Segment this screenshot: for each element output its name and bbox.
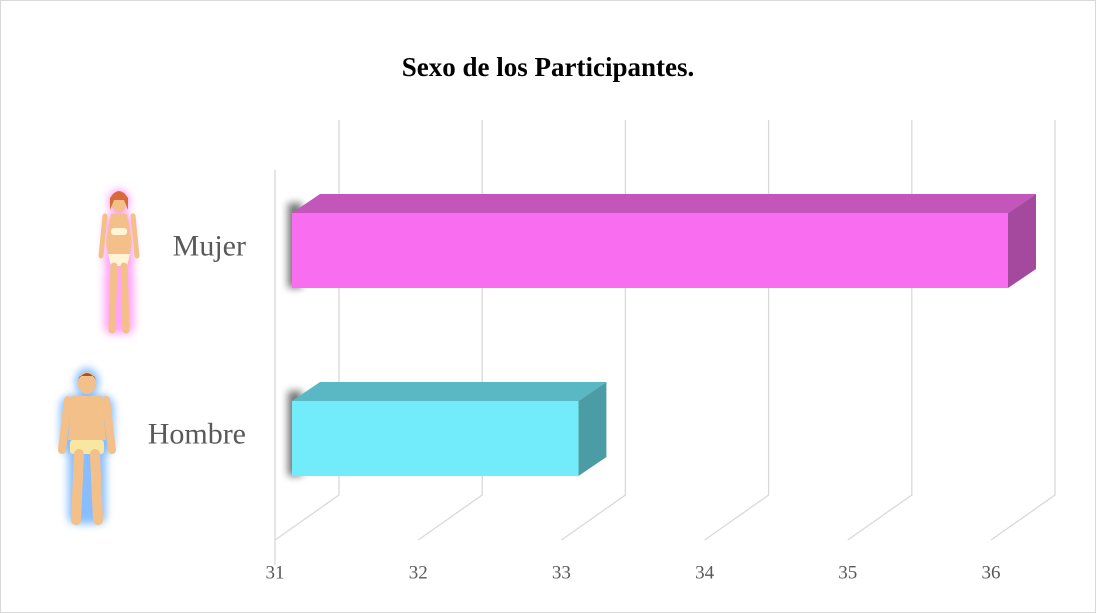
chart-border xyxy=(1,1,1096,613)
chart-title: Sexo de los Participantes. xyxy=(402,52,694,82)
bar-top xyxy=(292,194,1036,213)
x-tick-label: 31 xyxy=(266,562,285,583)
y-tick-label: Mujer xyxy=(173,229,246,262)
bar xyxy=(292,401,578,476)
x-tick-label: 34 xyxy=(695,562,715,583)
x-tick-label: 36 xyxy=(982,562,1001,583)
x-tick-label: 32 xyxy=(409,562,428,583)
bar-top xyxy=(292,382,606,401)
bar xyxy=(292,213,1008,288)
y-tick-label: Hombre xyxy=(148,417,246,450)
x-tick-label: 33 xyxy=(552,562,571,583)
chart: Sexo de los Participantes. 31 32 33 34 35 36 M… xyxy=(0,0,1096,613)
x-tick-label: 35 xyxy=(838,562,857,583)
